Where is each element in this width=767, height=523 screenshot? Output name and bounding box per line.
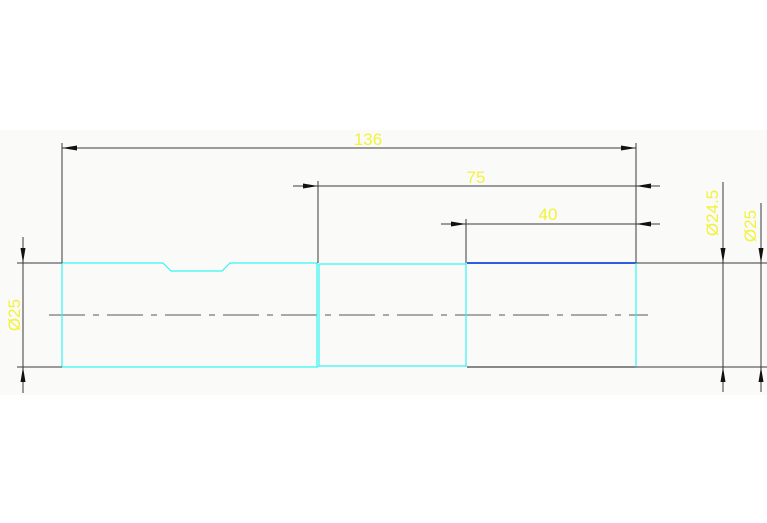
dimension-40[interactable]: 40: [441, 205, 660, 263]
shaft-section-1-top-with-groove[interactable]: [62, 262, 318, 272]
dimension-right-diameter-25[interactable]: Ø25: [741, 203, 764, 392]
dimension-text-75: 75: [467, 168, 486, 187]
arrow-icon: [636, 183, 651, 189]
dimension-text-136: 136: [354, 130, 382, 149]
arrow-icon: [636, 221, 651, 227]
arrow-icon: [758, 367, 764, 382]
dimension-text-left-diameter: Ø25: [5, 299, 24, 331]
arrow-icon: [720, 248, 726, 263]
arrow-icon: [758, 248, 764, 263]
arrow-icon: [451, 221, 466, 227]
shaft-outline[interactable]: [61, 262, 637, 368]
dimension-text-40: 40: [539, 205, 558, 224]
dimension-left-diameter[interactable]: Ø25: [5, 237, 62, 393]
dimension-right-diameter-24-5[interactable]: Ø24.5: [703, 182, 726, 392]
arrow-icon: [20, 248, 26, 263]
dimension-text-right-diameter-24-5: Ø24.5: [703, 190, 722, 236]
arrow-icon: [303, 183, 318, 189]
dimension-136[interactable]: 136: [61, 130, 637, 263]
dimension-text-right-diameter-25: Ø25: [741, 210, 760, 242]
arrow-icon: [621, 145, 636, 151]
arrow-icon: [20, 367, 26, 382]
arrow-icon: [720, 367, 726, 382]
arrow-icon: [62, 145, 77, 151]
dimension-75[interactable]: 75: [293, 168, 660, 263]
